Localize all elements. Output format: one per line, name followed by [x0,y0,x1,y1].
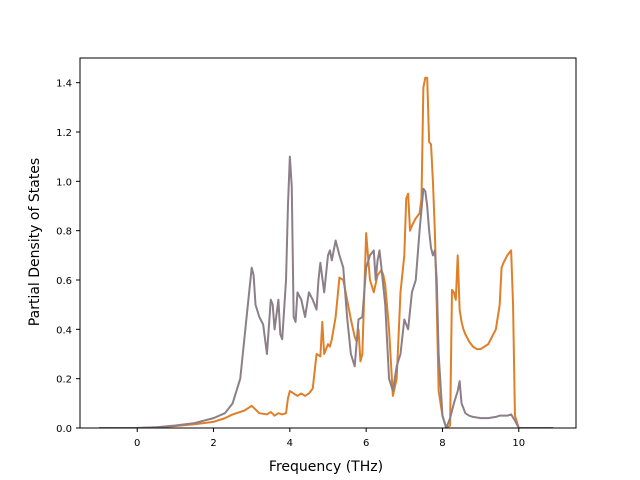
x-tick-label: 10 [512,438,525,449]
y-axis-label: Partial Density of States [27,158,43,326]
y-tick-label: 1.0 [56,177,72,188]
x-tick-label: 4 [287,438,293,449]
y-tick-label: 1.2 [56,128,72,139]
series-line-2 [99,155,554,428]
y-tick-label: 1.4 [56,79,72,90]
series-layer [99,76,554,428]
y-tick-label: 0.8 [56,227,72,238]
axes-frame [79,57,577,429]
x-tick-label: 6 [363,438,369,449]
x-axis-label: Frequency (THz) [269,459,383,475]
series-line-1 [99,76,554,428]
y-tick-label: 0.4 [56,325,72,336]
y-tick-label: 0.2 [56,375,72,386]
plot-area [80,58,576,428]
x-tick-label: 0 [134,438,140,449]
axes-layer: 0 2 4 6 8 10 0.0 0.2 0.4 0.6 0.8 1.0 1.2 1.4 [56,57,577,449]
x-tick-label: 2 [210,438,216,449]
plot-background [80,58,576,428]
x-tick-label: 8 [439,438,445,449]
y-tick-label: 0.6 [56,276,72,287]
y-tick-label: 0.0 [56,424,72,435]
